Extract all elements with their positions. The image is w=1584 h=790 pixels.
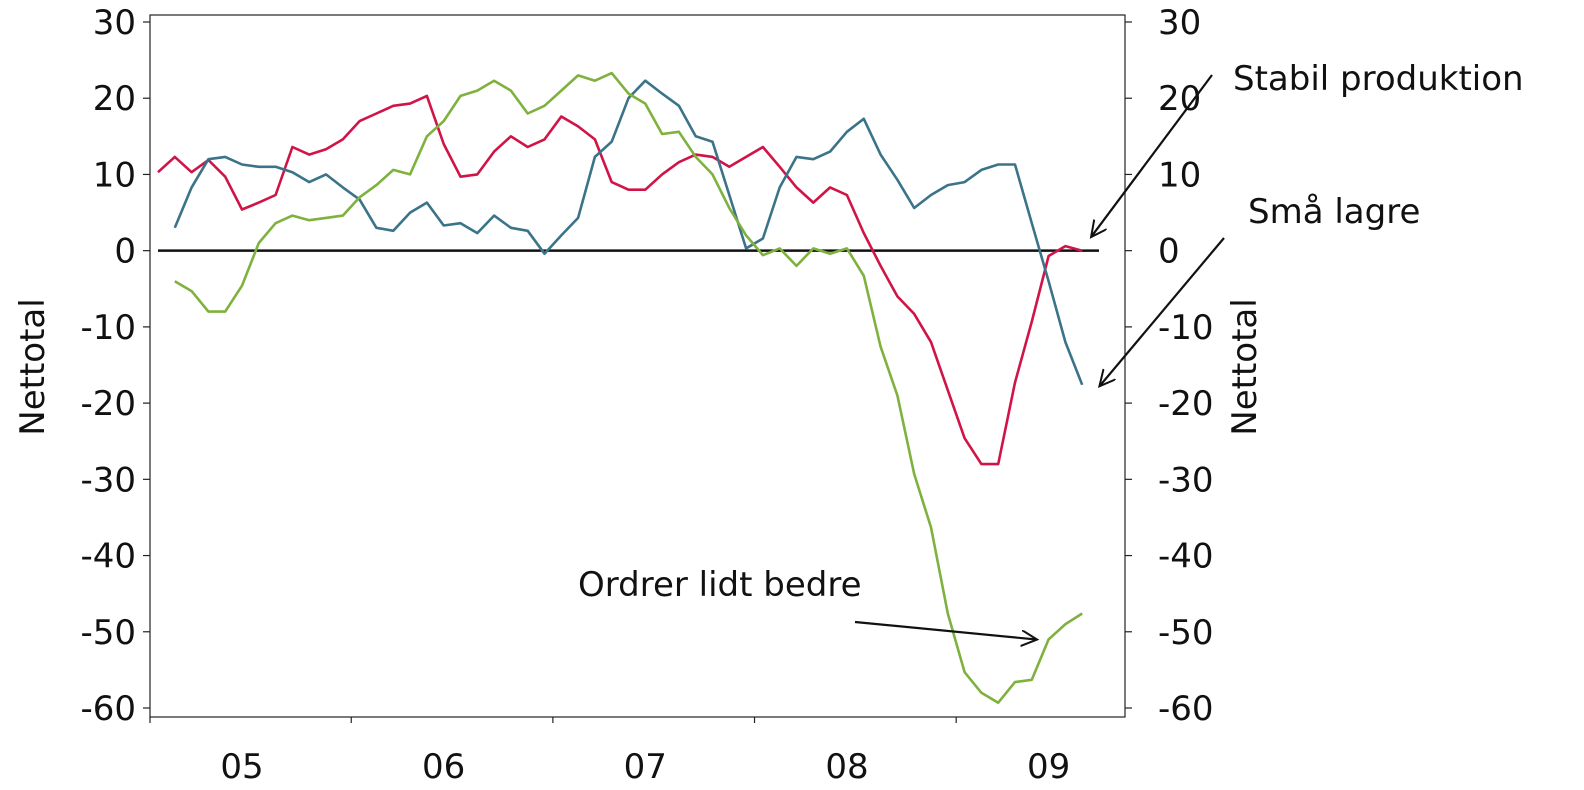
series-line-1 [157, 94, 1083, 466]
x-tick-label: 07 [624, 747, 667, 787]
x-tick-label: 08 [825, 747, 868, 787]
y-tick-label-left: 0 [114, 232, 136, 272]
y-tick-label-right: -20 [1158, 384, 1214, 424]
y-tick-label-right: 10 [1158, 155, 1201, 195]
annotation-label-1: Stabil produktion [1233, 59, 1524, 99]
annotation-arrow-3 [854, 620, 1035, 639]
y-tick-label-right: 30 [1158, 3, 1201, 43]
annotation-label-2: Små lagre [1248, 192, 1420, 232]
x-tick-label: 05 [220, 747, 263, 787]
y-tick-label-right: -60 [1158, 689, 1214, 729]
y-tick-label-left: -20 [80, 384, 136, 424]
y-tick-label-right: -10 [1158, 308, 1214, 348]
y-tick-label-right: 0 [1158, 232, 1180, 272]
y-tick-label-left: 20 [93, 79, 136, 119]
series-line-2 [173, 79, 1084, 386]
y-axis-title-right: Nettotal [1225, 298, 1265, 435]
y-tick-label-left: 10 [93, 155, 136, 195]
y-tick-label-left: -60 [80, 689, 136, 729]
y-tick-label-right: -40 [1158, 537, 1214, 577]
series-line-3 [174, 71, 1083, 705]
y-axis-title-left: Nettotal [13, 298, 53, 435]
y-tick-label-left: -30 [80, 460, 136, 500]
y-tick-label-left: -10 [80, 308, 136, 348]
annotation-label-3: Ordrer lidt bedre [578, 565, 862, 605]
x-tick-label: 09 [1027, 747, 1070, 787]
plot-frame [149, 14, 1126, 718]
y-tick-label-right: -30 [1158, 460, 1214, 500]
x-tick-label: 06 [422, 747, 465, 787]
y-tick-label-left: -50 [80, 613, 136, 653]
y-tick-label-left: -40 [80, 537, 136, 577]
y-tick-label-left: 30 [93, 3, 136, 43]
annotation-arrow-1 [1092, 74, 1213, 235]
y-tick-label-right: -50 [1158, 613, 1214, 653]
annotation-arrow-2 [1101, 237, 1225, 385]
